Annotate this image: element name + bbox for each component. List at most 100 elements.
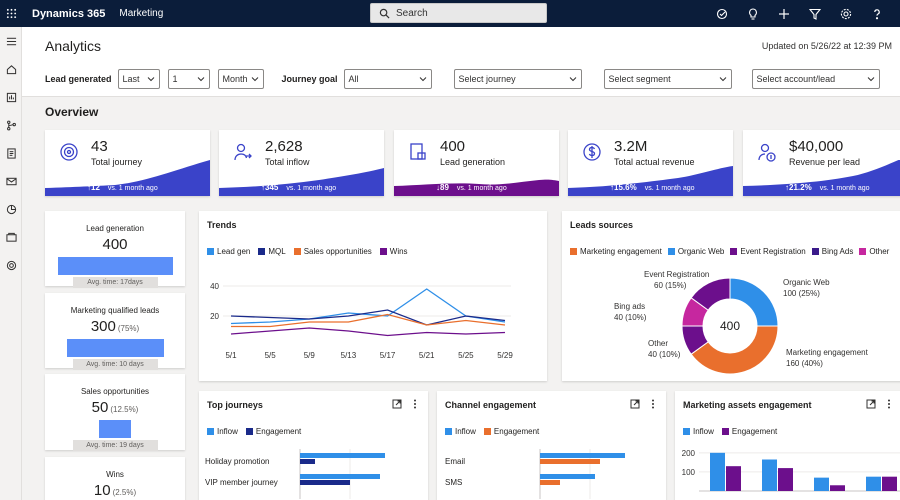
legend-swatch — [667, 248, 675, 255]
gear-icon[interactable] — [830, 0, 861, 27]
assets-legend: Inflow Engagement — [683, 427, 777, 436]
funnel-value-number: 50 — [91, 399, 109, 416]
legend-item[interactable]: Wins — [379, 247, 408, 256]
funnel-bar — [99, 420, 131, 438]
select-segment-dropdown[interactable]: Select segment — [603, 69, 732, 89]
legend-item[interactable]: Other — [859, 247, 889, 256]
task-flow-icon[interactable] — [706, 0, 737, 27]
kpi-sparkline — [45, 160, 210, 196]
kpi-card-total-revenue[interactable]: 3.2M Total actual revenue ↑15.6% vs. 1 mo… — [568, 130, 733, 196]
lightbulb-icon[interactable] — [737, 0, 768, 27]
email-icon[interactable] — [0, 167, 22, 195]
donut-label-event-registration: Event Registration — [644, 270, 709, 279]
expand-icon[interactable] — [866, 399, 876, 409]
legend-item[interactable]: Engagement — [721, 427, 777, 436]
kpi-card-lead-generation[interactable]: 400 Lead generation ↓89 vs. 1 month ago — [394, 130, 559, 196]
assets-engagement-title: Marketing assets engagement — [683, 400, 812, 410]
count-dropdown[interactable]: 1 — [167, 69, 210, 89]
legend-item[interactable]: Inflow — [207, 427, 238, 436]
kpi-card-revenue-per-lead[interactable]: $40,000 Revenue per lead ↑21.2% vs. 1 mon… — [743, 130, 900, 196]
expand-icon[interactable] — [630, 399, 640, 409]
journey-goal-dropdown[interactable]: All — [343, 69, 432, 89]
settings-icon[interactable] — [0, 251, 22, 279]
search-box[interactable]: Search — [370, 3, 547, 23]
unit-value: Month — [222, 74, 248, 84]
legend-swatch — [445, 428, 452, 435]
more-options-icon[interactable] — [648, 399, 658, 409]
legend-item[interactable]: Bing Ads — [811, 247, 853, 256]
bar-inflow — [300, 474, 380, 479]
legend-item[interactable]: Event Registration — [730, 247, 806, 256]
more-options-icon[interactable] — [410, 399, 420, 409]
journey-icon[interactable] — [0, 111, 22, 139]
app-area[interactable]: Marketing — [119, 8, 164, 19]
legend-swatch — [730, 248, 738, 255]
y-tick-label: 100 — [682, 468, 696, 477]
kpi-delta-value: 21.2% — [789, 183, 812, 192]
funnel-bar — [66, 339, 164, 357]
kpi-label: Total actual revenue — [614, 157, 695, 167]
hamburger-menu-icon[interactable] — [0, 27, 22, 55]
trends-legend: Lead gen MQL Sales opportunities Wins — [207, 247, 408, 256]
funnel-value: 10 (2.5%) — [45, 482, 185, 499]
legend-item[interactable]: Engagement — [483, 427, 539, 436]
person-icon — [234, 143, 252, 161]
unit-dropdown[interactable]: Month — [217, 69, 264, 89]
legend-item[interactable]: Organic Web — [667, 247, 724, 256]
leads-sources-card: Leads sources Marketing engagement Organ… — [562, 211, 900, 381]
event-icon[interactable] — [0, 223, 22, 251]
page-title: Analytics — [45, 38, 102, 54]
chevron-down-icon — [719, 77, 726, 82]
leads-sources-donut-chart: Event Registration 60 (15%) Organic Web … — [614, 270, 869, 375]
period-value: Last — [122, 74, 140, 84]
filter-bar: Lead generated Last 1 Month Journey goal… — [45, 68, 880, 90]
donut-label-organic-web: Organic Web — [783, 278, 830, 287]
select-journey-placeholder: Select journey — [458, 74, 516, 84]
kpi-delta-value: 12 — [91, 183, 100, 192]
kpi-card-total-journey[interactable]: 43 Total journey ↑12 vs. 1 month ago — [45, 130, 210, 196]
journey-goal-value: All — [348, 74, 359, 84]
more-options-icon[interactable] — [884, 399, 894, 409]
filter-icon[interactable] — [799, 0, 830, 27]
add-icon[interactable] — [768, 0, 799, 27]
chevron-down-icon — [251, 77, 258, 82]
row-label: Holiday promotion — [205, 457, 269, 466]
overview-title: Overview — [45, 105, 99, 119]
segment-icon[interactable] — [0, 195, 22, 223]
kpi-card-total-inflow[interactable]: 2,628 Total inflow ↑345 vs. 1 month ago — [219, 130, 384, 196]
help-icon[interactable] — [861, 0, 892, 27]
period-dropdown[interactable]: Last — [117, 69, 160, 89]
app-name[interactable]: Dynamics 365 — [32, 7, 106, 20]
legend-item[interactable]: Sales opportunities — [293, 247, 372, 256]
app-launcher-icon[interactable] — [0, 0, 22, 27]
x-tick-label: 5/9 — [304, 351, 316, 360]
legend-item[interactable]: Inflow — [683, 427, 714, 436]
funnel-card-wins[interactable]: Wins 10 (2.5%) — [45, 457, 185, 500]
legend-item[interactable]: MQL — [258, 247, 286, 256]
funnel-value: 300 (75%) — [45, 318, 185, 335]
funnel-card-sales-opportunities[interactable]: Sales opportunities 50 (12.5%) Avg. time:… — [45, 374, 185, 451]
bar-inflow — [710, 452, 725, 491]
lead-generated-label: Lead generated — [45, 74, 112, 84]
kpi-sparkline — [743, 160, 900, 196]
channel-engagement-title: Channel engagement — [445, 400, 537, 410]
select-journey-dropdown[interactable]: Select journey — [453, 69, 582, 89]
legend-item[interactable]: Lead gen — [207, 247, 250, 256]
bar-engagement — [778, 468, 793, 491]
document-icon[interactable] — [0, 139, 22, 167]
legend-item[interactable]: Inflow — [445, 427, 476, 436]
bar-engagement — [540, 480, 560, 485]
funnel-card-mql[interactable]: Marketing qualified leads 300 (75%) Avg. … — [45, 293, 185, 370]
funnel-card-lead-generation[interactable]: Lead generation 400 Avg. time: 17days — [45, 211, 185, 288]
legend-label: Inflow — [217, 427, 238, 436]
select-account-dropdown[interactable]: Select account/lead — [751, 69, 880, 89]
series-line-sales-opportunities — [231, 313, 506, 328]
donut-value-marketing: 160 (40%) — [786, 359, 823, 368]
expand-icon[interactable] — [392, 399, 402, 409]
analytics-icon[interactable] — [0, 83, 22, 111]
kpi-delta-note: vs. 1 month ago — [456, 185, 507, 192]
legend-item[interactable]: Marketing engagement — [570, 247, 662, 256]
donut-label-marketing: Marketing engagement — [786, 348, 869, 357]
home-icon[interactable] — [0, 55, 22, 83]
legend-item[interactable]: Engagement — [245, 427, 301, 436]
